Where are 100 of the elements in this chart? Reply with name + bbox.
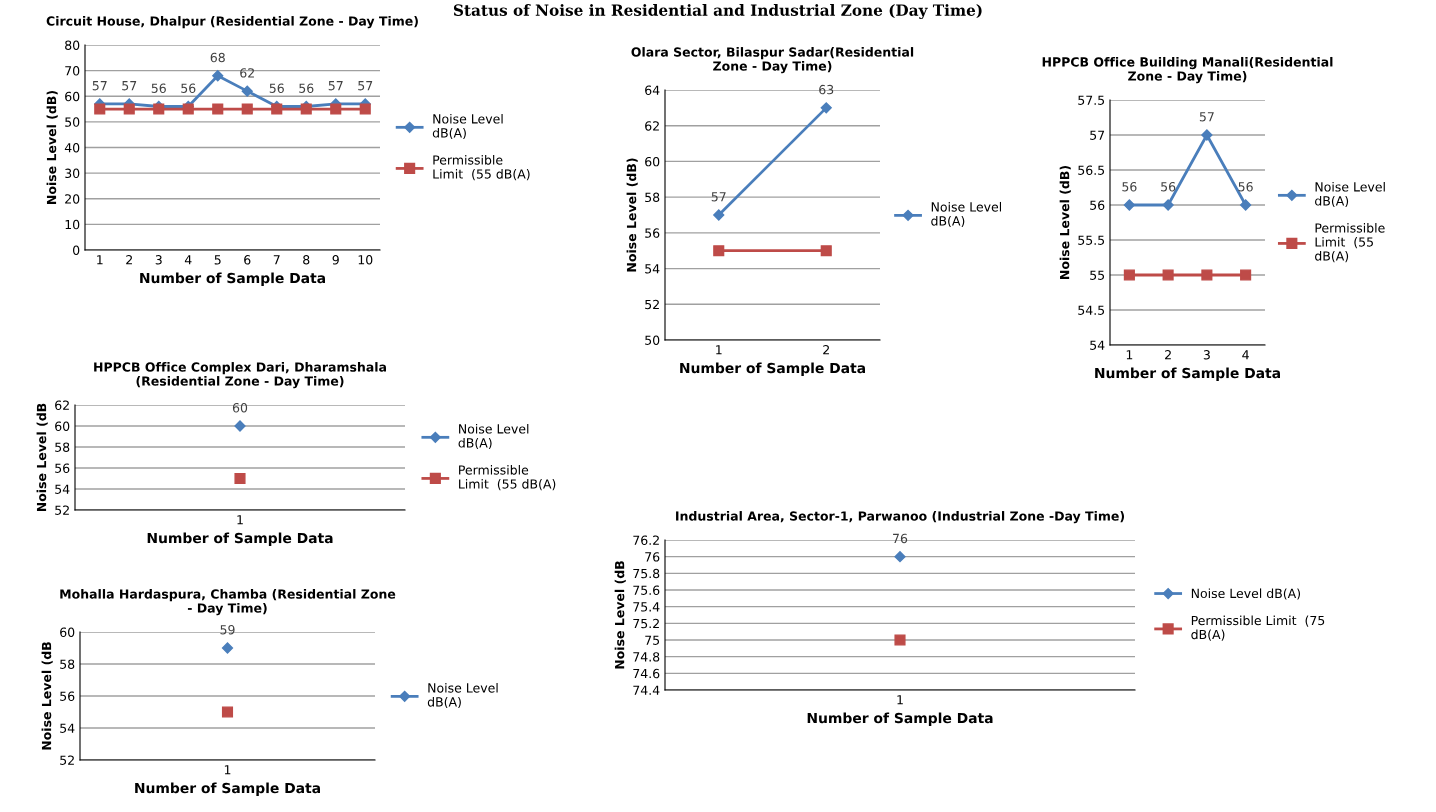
y-tick-label: 52	[55, 505, 69, 515]
data-label: 56	[181, 83, 196, 93]
y-tick-label: 55.5	[1078, 235, 1105, 245]
data-label: 56	[1122, 182, 1137, 192]
y-tick-label: 74.8	[633, 652, 660, 662]
x-tick-label: 1	[237, 515, 243, 525]
y-tick-label: 75	[645, 635, 660, 645]
data-label: 57	[92, 81, 107, 91]
y-tick-label: 64	[645, 85, 660, 95]
data-label: 59	[220, 625, 235, 635]
point	[212, 103, 224, 115]
y-tick-label: 74.6	[633, 668, 660, 679]
legend-label: Permissible Limit (55 dB(A)	[433, 155, 530, 181]
y-tick-label: 54	[1090, 340, 1105, 350]
x-tick-label: 1	[897, 695, 903, 705]
x-tick-label: 1	[716, 345, 722, 355]
point	[212, 70, 224, 82]
text: Status of Noise in Residential and Industrial Zone (Day Time)	[453, 4, 982, 20]
y-tick-label: 54.5	[1078, 305, 1105, 315]
y-tick-label: 74.4	[633, 685, 660, 695]
chart-title: Mohalla Hardaspura, Chamba (Residential Zone - Day Time)	[60, 589, 396, 616]
x-tick-label: 2	[823, 345, 829, 355]
y-tick-label: 50	[65, 117, 80, 127]
y-tick-label: 56.5	[1078, 165, 1105, 175]
x-tick-label: 4	[1242, 350, 1249, 360]
y-tick-label: 55	[1090, 270, 1105, 280]
y-tick-label: 76.2	[633, 535, 659, 545]
y-axis-title: Noise Level (dB)	[46, 90, 58, 204]
y-tick-label: 0	[73, 245, 80, 255]
y-tick-label: 56	[1090, 200, 1105, 210]
y-tick-label: 75.4	[633, 602, 660, 612]
legend-label: Noise Level dB(A)	[1315, 181, 1385, 208]
y-tick-label: 40	[64, 142, 80, 153]
data-label: 60	[232, 403, 248, 413]
y-tick-label: 56	[55, 463, 70, 473]
point	[1201, 129, 1213, 141]
data-label: 63	[819, 84, 834, 95]
data-label: 57	[1199, 112, 1214, 122]
point	[1162, 269, 1174, 281]
y-tick-label: 60	[60, 627, 75, 637]
legend-label: Noise Level dB(A)	[1191, 588, 1301, 600]
y-axis-title: Noise Level (dB	[41, 642, 53, 750]
data-label: 56	[151, 83, 166, 93]
point	[1240, 199, 1252, 211]
point	[713, 245, 725, 257]
data-label: 57	[328, 81, 343, 91]
x-axis-title: Number of Sample Data	[807, 712, 993, 726]
x-tick-label: 4	[184, 255, 192, 265]
x-axis-title: Number of Sample Data	[680, 362, 865, 376]
y-tick-label: 10	[65, 219, 80, 230]
y-tick-label: 75.8	[633, 568, 660, 579]
y-tick-label: 76	[645, 552, 660, 562]
y-tick-label: 58	[55, 442, 70, 452]
chart-title: Industrial Area, Sector-1, Parwanoo (Industrial Zone -Day Time)	[676, 511, 1125, 524]
y-axis-title: Noise Level (dB	[614, 561, 626, 669]
point	[820, 245, 832, 257]
point	[241, 85, 253, 97]
x-tick-label: 10	[358, 255, 373, 265]
point	[330, 103, 342, 115]
y-tick-label: 54	[645, 264, 660, 274]
data-label: 57	[122, 81, 137, 91]
y-tick-label: 60	[65, 91, 80, 102]
y-tick-label: 62	[645, 121, 659, 131]
y-tick-label: 50	[645, 335, 660, 345]
data-label: 57	[358, 81, 373, 91]
legend-label: Noise Level dB(A)	[432, 113, 503, 140]
y-axis-title: Noise Level (dB	[36, 403, 48, 512]
data-label: 56	[299, 83, 314, 93]
point	[1201, 269, 1213, 281]
y-tick-label: 58	[645, 192, 660, 203]
y-tick-label: 58	[60, 659, 75, 669]
x-tick-label: 1	[224, 765, 231, 775]
x-tick-label: 2	[1165, 350, 1171, 360]
legend-label: Noise Level dB(A)	[931, 201, 1002, 228]
x-tick-label: 1	[97, 255, 103, 265]
x-tick-label: 6	[244, 255, 251, 265]
x-axis-title: Number of Sample Data	[147, 532, 333, 546]
legend-label: Permissible Limit (55 dB(A)	[1315, 223, 1385, 263]
x-tick-label: 7	[273, 255, 280, 265]
data-label: 56	[269, 83, 284, 93]
x-tick-label: 2	[126, 255, 132, 265]
y-tick-label: 70	[65, 66, 80, 76]
chart-title: HPPCB Office Building Manali(Residential Zone - Day Time)	[1042, 56, 1333, 84]
point	[1162, 199, 1174, 211]
y-tick-label: 57	[1090, 130, 1105, 140]
point	[359, 103, 371, 115]
point	[713, 209, 725, 221]
chart-title: HPPCB Office Complex Dari, Dharamshala (Residential Zone - Day Time)	[94, 362, 386, 389]
legend-label: Noise Level dB(A)	[427, 682, 498, 709]
data-label: 57	[711, 192, 726, 202]
data-label: 62	[240, 68, 254, 78]
x-tick-label: 1	[1126, 350, 1133, 360]
y-axis-title: Noise Level (dB)	[1059, 165, 1071, 279]
y-tick-label: 52	[645, 299, 659, 310]
y-tick-label: 20	[65, 194, 80, 204]
point	[241, 103, 253, 115]
x-tick-label: 3	[1203, 350, 1210, 360]
point	[1123, 199, 1135, 211]
y-tick-label: 60	[55, 421, 70, 431]
point	[1240, 269, 1252, 281]
